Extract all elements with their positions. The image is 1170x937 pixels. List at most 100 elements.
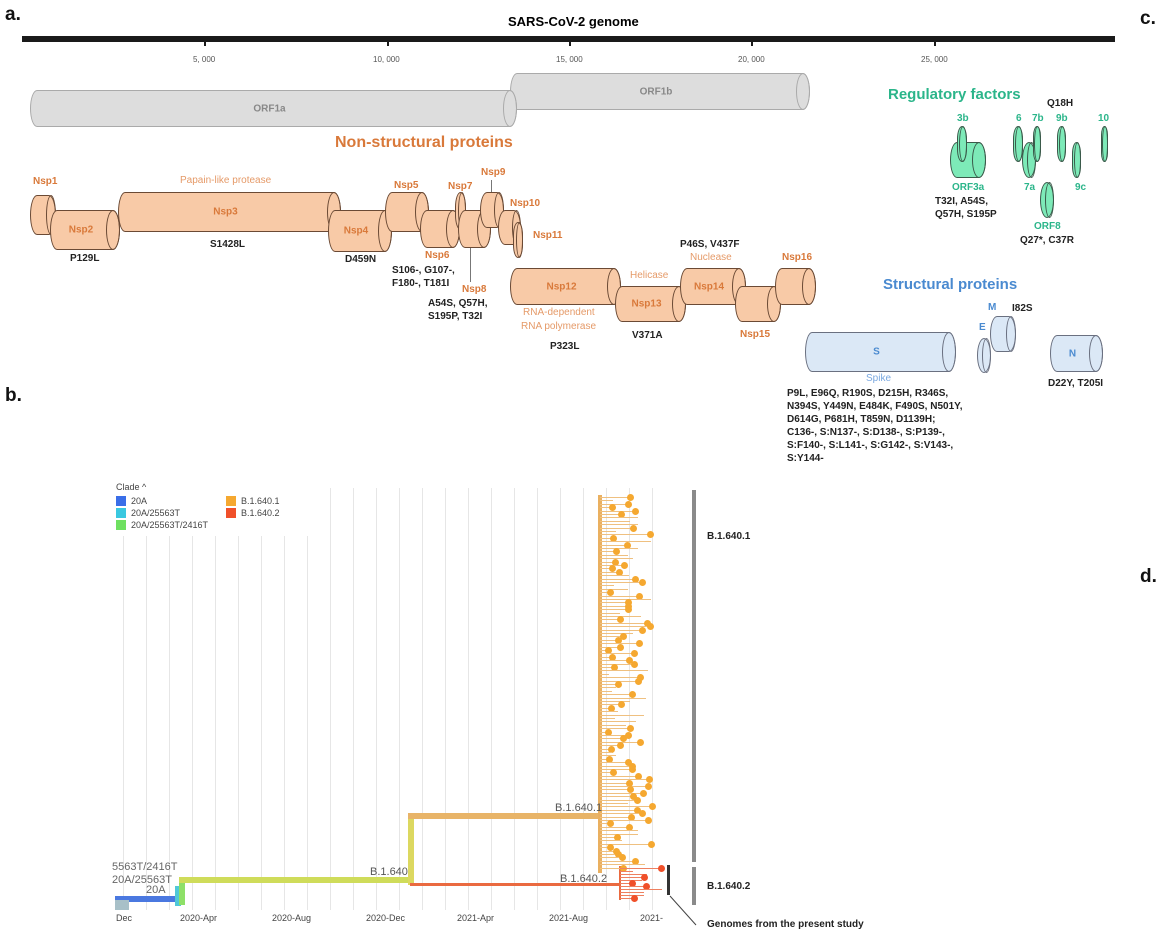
tip-branch — [600, 830, 638, 832]
tip-dot[interactable] — [638, 810, 646, 818]
tip-dot[interactable] — [606, 755, 614, 763]
tip-dot[interactable] — [607, 820, 615, 828]
tip-dot[interactable] — [626, 725, 634, 733]
spike-mutations: C136-, S:N137-, S:D138-, S:P139-, — [787, 427, 945, 438]
tip-dot[interactable] — [628, 766, 636, 773]
tip-dot[interactable] — [635, 592, 643, 600]
tip-dot[interactable] — [609, 653, 617, 661]
tip-dot[interactable] — [614, 636, 622, 644]
tip-dot[interactable] — [607, 589, 615, 597]
tip-dot[interactable] — [631, 660, 639, 668]
tip-dot[interactable] — [637, 738, 645, 746]
tip-dot[interactable] — [615, 681, 623, 688]
orf3b-cylinder — [957, 126, 967, 162]
tip-dot[interactable] — [605, 647, 613, 654]
tip-dot[interactable] — [644, 817, 652, 824]
tip-dot[interactable] — [627, 494, 635, 501]
tip-dot[interactable] — [618, 854, 626, 862]
orf7b-cylinder — [1033, 126, 1041, 162]
tip-dot[interactable] — [646, 623, 654, 631]
tip-dot[interactable] — [627, 813, 635, 821]
tip-dot[interactable] — [648, 840, 656, 848]
tip-dot[interactable] — [634, 806, 642, 814]
tip-dot[interactable] — [627, 786, 635, 794]
tip-dot[interactable] — [610, 769, 618, 777]
tip-dot[interactable] — [623, 541, 631, 549]
tip-dot[interactable] — [611, 558, 619, 566]
tip-dot[interactable] — [640, 789, 648, 797]
gridline — [192, 488, 193, 910]
tip-dot[interactable] — [647, 531, 655, 539]
nsp11-label: Nsp11 — [533, 230, 563, 241]
tip-dot[interactable] — [631, 507, 639, 515]
e-label: E — [979, 322, 986, 333]
tip-dot[interactable] — [631, 895, 639, 902]
tip-dot[interactable] — [617, 701, 625, 709]
tip-dot[interactable] — [633, 796, 641, 804]
tip-dot[interactable] — [626, 823, 633, 831]
tip-dot[interactable] — [606, 844, 614, 852]
tip-branch — [600, 524, 639, 526]
tip-branch — [600, 568, 612, 570]
clade-legend[interactable]: Clade ^ 20A 20A/25563T 20A/25563T/2416T … — [110, 478, 310, 536]
tip-dot[interactable] — [620, 562, 628, 569]
tip-dot[interactable] — [614, 834, 621, 841]
nsp9-leader-line — [491, 180, 492, 192]
tip-dot[interactable] — [644, 783, 652, 790]
tip-dot[interactable] — [617, 616, 625, 624]
tip-dot[interactable] — [610, 534, 618, 542]
tip-dot[interactable] — [605, 728, 613, 736]
structural-heading: Structural proteins — [883, 276, 1018, 293]
legend-item[interactable]: B.1.640.1 — [226, 495, 280, 507]
tip-dot[interactable] — [608, 504, 616, 512]
tip-dot[interactable] — [631, 650, 639, 658]
tip-dot[interactable] — [620, 735, 628, 743]
orf3a-mutations: Q57H, S195P — [935, 209, 997, 220]
tip-branch — [600, 806, 652, 808]
tip-dot[interactable] — [607, 704, 615, 712]
tip-dot[interactable] — [629, 793, 637, 801]
tip-dot[interactable] — [635, 640, 643, 648]
tip-dot[interactable] — [619, 633, 627, 641]
tip-dot[interactable] — [625, 779, 633, 787]
tip-dot[interactable] — [625, 606, 633, 614]
nsp16-label: Nsp16 — [782, 252, 813, 263]
orf8-mutations: Q27*, C37R — [1020, 235, 1074, 246]
legend-title[interactable]: Clade ^ — [116, 482, 147, 492]
legend-item[interactable]: 20A/25563T/2416T — [116, 519, 208, 531]
tip-dot[interactable] — [612, 548, 620, 556]
tip-branch — [600, 690, 612, 692]
tip-dot[interactable] — [630, 524, 638, 532]
tip-dot[interactable] — [642, 883, 650, 890]
tip-dot[interactable] — [632, 575, 640, 583]
branch-b16401 — [408, 813, 602, 819]
tip-dot[interactable] — [629, 691, 637, 699]
nsp6-mutations: S106-, G107-, — [392, 265, 455, 276]
tip-dot[interactable] — [641, 874, 649, 881]
tip-dot[interactable] — [645, 776, 653, 784]
legend-item[interactable]: 20A/25563T — [116, 507, 208, 519]
tip-dot[interactable] — [631, 857, 639, 865]
tip-dot[interactable] — [608, 745, 616, 753]
tip-dot[interactable] — [608, 565, 616, 573]
tip-dot[interactable] — [624, 759, 632, 767]
tip-dot[interactable] — [634, 677, 642, 685]
tip-dot[interactable] — [615, 568, 623, 576]
gridline — [353, 488, 354, 910]
tip-branch — [600, 796, 633, 798]
tip-dot[interactable] — [634, 772, 642, 780]
tip-dot[interactable] — [638, 626, 646, 634]
tip-dot[interactable] — [625, 657, 633, 665]
tip-dot[interactable] — [648, 803, 656, 811]
tip-dot[interactable] — [625, 732, 633, 739]
tip-dot[interactable] — [629, 880, 637, 887]
tip-dot[interactable] — [658, 865, 666, 872]
tip-dot[interactable] — [624, 500, 632, 508]
tip-dot[interactable] — [610, 664, 618, 671]
legend-item[interactable]: 20A — [116, 495, 208, 507]
tip-dot[interactable] — [617, 643, 624, 651]
tip-dot[interactable] — [617, 742, 625, 750]
tip-dot[interactable] — [639, 579, 647, 586]
legend-item[interactable]: B.1.640.2 — [226, 507, 280, 519]
tip-dot[interactable] — [617, 511, 625, 518]
